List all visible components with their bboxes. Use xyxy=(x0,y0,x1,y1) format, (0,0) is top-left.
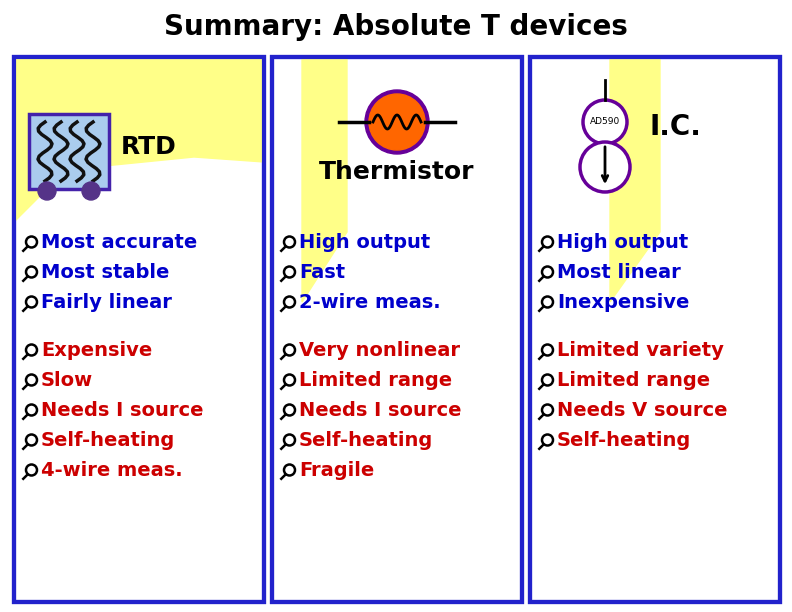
Text: Fragile: Fragile xyxy=(299,460,375,479)
Bar xyxy=(530,57,780,602)
Text: Limited range: Limited range xyxy=(299,370,452,389)
Text: Self-heating: Self-heating xyxy=(299,430,433,449)
Text: Inexpensive: Inexpensive xyxy=(557,293,689,312)
Text: High output: High output xyxy=(557,233,688,252)
Text: Needs I source: Needs I source xyxy=(41,400,204,419)
Text: Self-heating: Self-heating xyxy=(41,430,175,449)
Text: Fast: Fast xyxy=(299,263,345,282)
Circle shape xyxy=(38,182,56,200)
Polygon shape xyxy=(610,57,660,302)
Text: 4-wire meas.: 4-wire meas. xyxy=(41,460,183,479)
Text: Slow: Slow xyxy=(41,370,93,389)
Text: RTD: RTD xyxy=(121,135,177,159)
Circle shape xyxy=(365,90,429,154)
Polygon shape xyxy=(302,57,347,302)
Text: Summary: Absolute T devices: Summary: Absolute T devices xyxy=(164,13,628,41)
Text: Most stable: Most stable xyxy=(41,263,169,282)
Text: Self-heating: Self-heating xyxy=(557,430,691,449)
Circle shape xyxy=(580,142,630,192)
Circle shape xyxy=(82,182,100,200)
Text: AD590: AD590 xyxy=(590,118,620,127)
Bar xyxy=(272,57,522,602)
Bar xyxy=(272,57,522,602)
Text: Most linear: Most linear xyxy=(557,263,681,282)
Text: Fairly linear: Fairly linear xyxy=(41,293,172,312)
Text: Limited variety: Limited variety xyxy=(557,340,724,359)
Text: Most accurate: Most accurate xyxy=(41,233,197,252)
Text: Very nonlinear: Very nonlinear xyxy=(299,340,460,359)
Text: Needs I source: Needs I source xyxy=(299,400,462,419)
Text: I.C.: I.C. xyxy=(650,113,702,141)
Text: Needs V source: Needs V source xyxy=(557,400,728,419)
Text: Limited range: Limited range xyxy=(557,370,710,389)
Bar xyxy=(29,114,109,189)
Text: 2-wire meas.: 2-wire meas. xyxy=(299,293,440,312)
Circle shape xyxy=(583,100,627,144)
Bar xyxy=(530,57,780,602)
Bar xyxy=(14,57,264,602)
Bar xyxy=(14,57,264,602)
Polygon shape xyxy=(14,57,264,222)
Text: High output: High output xyxy=(299,233,430,252)
Text: Thermistor: Thermistor xyxy=(319,160,474,184)
Text: Expensive: Expensive xyxy=(41,340,152,359)
Circle shape xyxy=(369,94,425,150)
